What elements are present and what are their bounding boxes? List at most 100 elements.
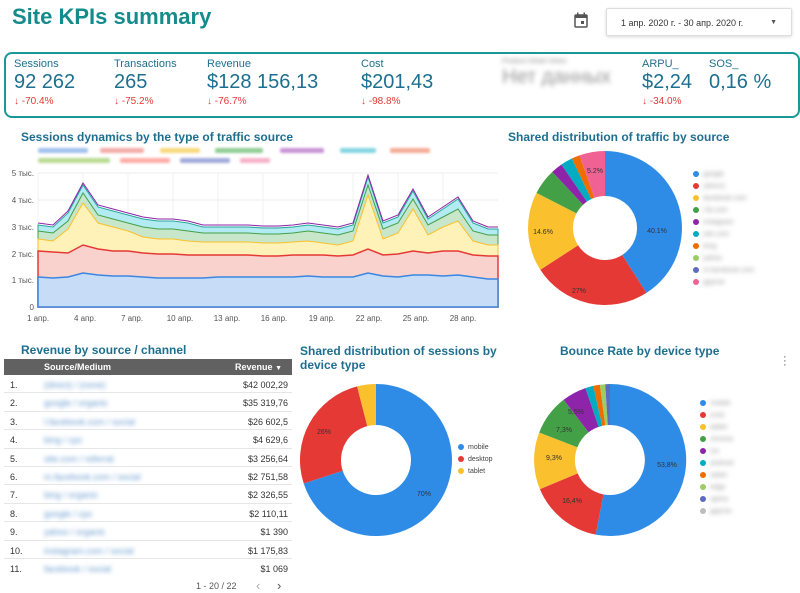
slice-blue — [605, 151, 682, 293]
table-row: 9. yahoo / organic $1 390 — [4, 522, 292, 541]
more-options-icon[interactable]: · · · — [783, 351, 787, 371]
slice-orange — [571, 155, 595, 200]
svg-text:19 апр.: 19 апр. — [309, 314, 336, 323]
kpi-scorecards: Sessions 92 262 ↓ -70.4% Transactions 26… — [4, 52, 800, 118]
kpi-delta: ↓ -98.8% — [361, 96, 401, 107]
kpi-value: $2,24 — [642, 71, 693, 93]
slice-green — [536, 171, 584, 214]
slice-yellow — [534, 432, 578, 490]
kpi-blurred: Product Detail Views Нет данных — [502, 58, 611, 89]
slice-yellow — [528, 192, 579, 270]
device-pie-title: Shared distribution of sessions by devic… — [300, 344, 497, 372]
kpi-delta: ↓ -70.4% — [14, 96, 54, 107]
sessions-chart-title: Sessions dynamics by the type of traffic… — [21, 130, 294, 144]
svg-text:53,8%: 53,8% — [657, 462, 677, 469]
svg-text:22 апр.: 22 апр. — [356, 314, 383, 323]
kpi-revenue: Revenue $128 156,13 ↓ -76.7% — [207, 58, 318, 107]
svg-text:1 тыс.: 1 тыс. — [12, 276, 34, 285]
device-donut-chart: 70% 26% — [299, 384, 452, 536]
slice-purple — [552, 164, 587, 205]
svg-text:27%: 27% — [572, 288, 586, 295]
kpi-value: 0,16 % — [709, 71, 772, 93]
chevron-right-icon[interactable]: › — [277, 578, 282, 593]
svg-text:70%: 70% — [417, 491, 431, 498]
svg-text:4 тыс.: 4 тыс. — [12, 196, 34, 205]
slice-indigo — [605, 384, 610, 426]
traffic-pie-title: Shared distribution of traffic by source — [508, 130, 730, 144]
kpi-value: 265 — [114, 71, 148, 93]
table-row: 5. site.com / referral $3 256,64 — [4, 449, 292, 467]
slice-pink — [579, 151, 605, 198]
svg-text:0: 0 — [30, 303, 35, 312]
x-tick-labels: 1 апр. 4 апр. 7 апр. 10 апр. 13 апр. 16 … — [27, 314, 476, 323]
revenue-table-title: Revenue by source / channel — [21, 343, 187, 357]
pagination-label: 1 - 20 / 22 — [196, 581, 237, 591]
kpi-transactions: Transactions 265 ↓ -75.2% — [114, 58, 177, 107]
svg-text:13 апр.: 13 апр. — [214, 314, 241, 323]
kpi-value: $128 156,13 — [207, 71, 319, 93]
table-header: Source/Medium Revenue ▼ — [4, 359, 292, 375]
col-source-header[interactable]: Source/Medium — [44, 362, 112, 372]
slice-desktop — [299, 386, 368, 484]
svg-text:26%: 26% — [317, 429, 331, 436]
chevron-left-icon[interactable]: ‹ — [256, 578, 261, 593]
slice-green — [539, 399, 589, 448]
slice-purple — [563, 388, 599, 433]
date-range-picker[interactable]: 1 апр. 2020 г. - 30 апр. 2020 г. ▼ — [606, 8, 792, 36]
traffic-donut-chart: 40.1% 27% 14.6% 5.2% — [528, 151, 682, 305]
slice-lime — [599, 384, 608, 426]
col-revenue-header[interactable]: Revenue ▼ — [235, 362, 282, 372]
svg-text:28 апр.: 28 апр. — [450, 314, 477, 323]
svg-text:7,3%: 7,3% — [556, 427, 572, 434]
svg-text:2 тыс.: 2 тыс. — [12, 250, 34, 259]
kpi-sos: SOS_ 0,16 % — [709, 58, 771, 94]
svg-text:16,4%: 16,4% — [562, 498, 582, 505]
slice-teal — [561, 158, 592, 202]
kpi-label: Sessions — [14, 58, 59, 70]
svg-text:1 апр.: 1 апр. — [27, 314, 49, 323]
svg-text:40.1%: 40.1% — [647, 228, 667, 235]
table-row: 11. facebook / social $1 069 — [10, 563, 288, 574]
kpi-label: ARPU_ — [642, 58, 679, 70]
table-row: 7. bing / organic $2 326,55 — [4, 485, 292, 504]
kpi-delta: ↓ -76.7% — [207, 96, 247, 107]
slice-red — [539, 473, 604, 535]
calendar-icon[interactable] — [574, 12, 588, 28]
kpi-delta: ↓ -75.2% — [114, 96, 154, 107]
sessions-area-chart: 5 тыс. 4 тыс. 3 тыс. 2 тыс. 1 тыс. 0 1 а… — [12, 169, 499, 323]
slice-orange — [593, 384, 606, 426]
svg-text:4 апр.: 4 апр. — [74, 314, 96, 323]
svg-text:9,3%: 9,3% — [546, 455, 562, 462]
kpi-delta: ↓ -34.0% — [642, 96, 682, 107]
series-purple-line — [37, 173, 498, 228]
revenue-table: Source/Medium Revenue ▼ 1. (direct) / (no… — [4, 359, 292, 577]
slice-mobile — [303, 384, 452, 536]
kpi-value: 92 262 — [14, 71, 76, 93]
page-title: Site KPIs summary — [12, 4, 212, 29]
svg-text:5.2%: 5.2% — [587, 168, 603, 175]
series-blue-area — [37, 272, 499, 308]
svg-text:25 апр.: 25 апр. — [403, 314, 430, 323]
date-range-value: 1 апр. 2020 г. - 30 апр. 2020 г. — [621, 18, 744, 28]
table-row: 2. google / organic $35 319,76 — [4, 393, 292, 412]
svg-text:5 тыс.: 5 тыс. — [12, 169, 34, 178]
kpi-label: Transactions — [114, 58, 177, 70]
slice-tablet — [357, 384, 376, 427]
table-row: 8. google / cpc $2 110,11 — [4, 504, 292, 523]
kpi-cost: Cost $201,43 ↓ -98.8% — [361, 58, 433, 107]
table-row: 3. l.facebook.com / social $26 602,5 — [4, 412, 292, 431]
table-row: 4. bing / cpc $4 629,6 — [4, 430, 292, 449]
sort-desc-icon: ▼ — [275, 365, 282, 372]
slice-red — [540, 245, 647, 305]
kpi-arpu: ARPU_ $2,24 ↓ -34.0% — [642, 58, 692, 107]
slice-teal — [585, 385, 603, 427]
table-row: 1. (direct) / (none) $42 002,29 — [4, 375, 292, 394]
svg-text:5,5%: 5,5% — [568, 409, 584, 416]
kpi-sessions: Sessions 92 262 ↓ -70.4% — [14, 58, 75, 107]
svg-text:16 апр.: 16 апр. — [261, 314, 288, 323]
svg-text:10 апр.: 10 апр. — [167, 314, 194, 323]
kpi-label: Revenue — [207, 58, 252, 70]
bounce-donut-chart: 53,8% 16,4% 9,3% 7,3% 5,5% — [534, 383, 687, 536]
svg-text:7 апр.: 7 апр. — [121, 314, 143, 323]
kpi-value: Нет данных — [502, 66, 611, 88]
